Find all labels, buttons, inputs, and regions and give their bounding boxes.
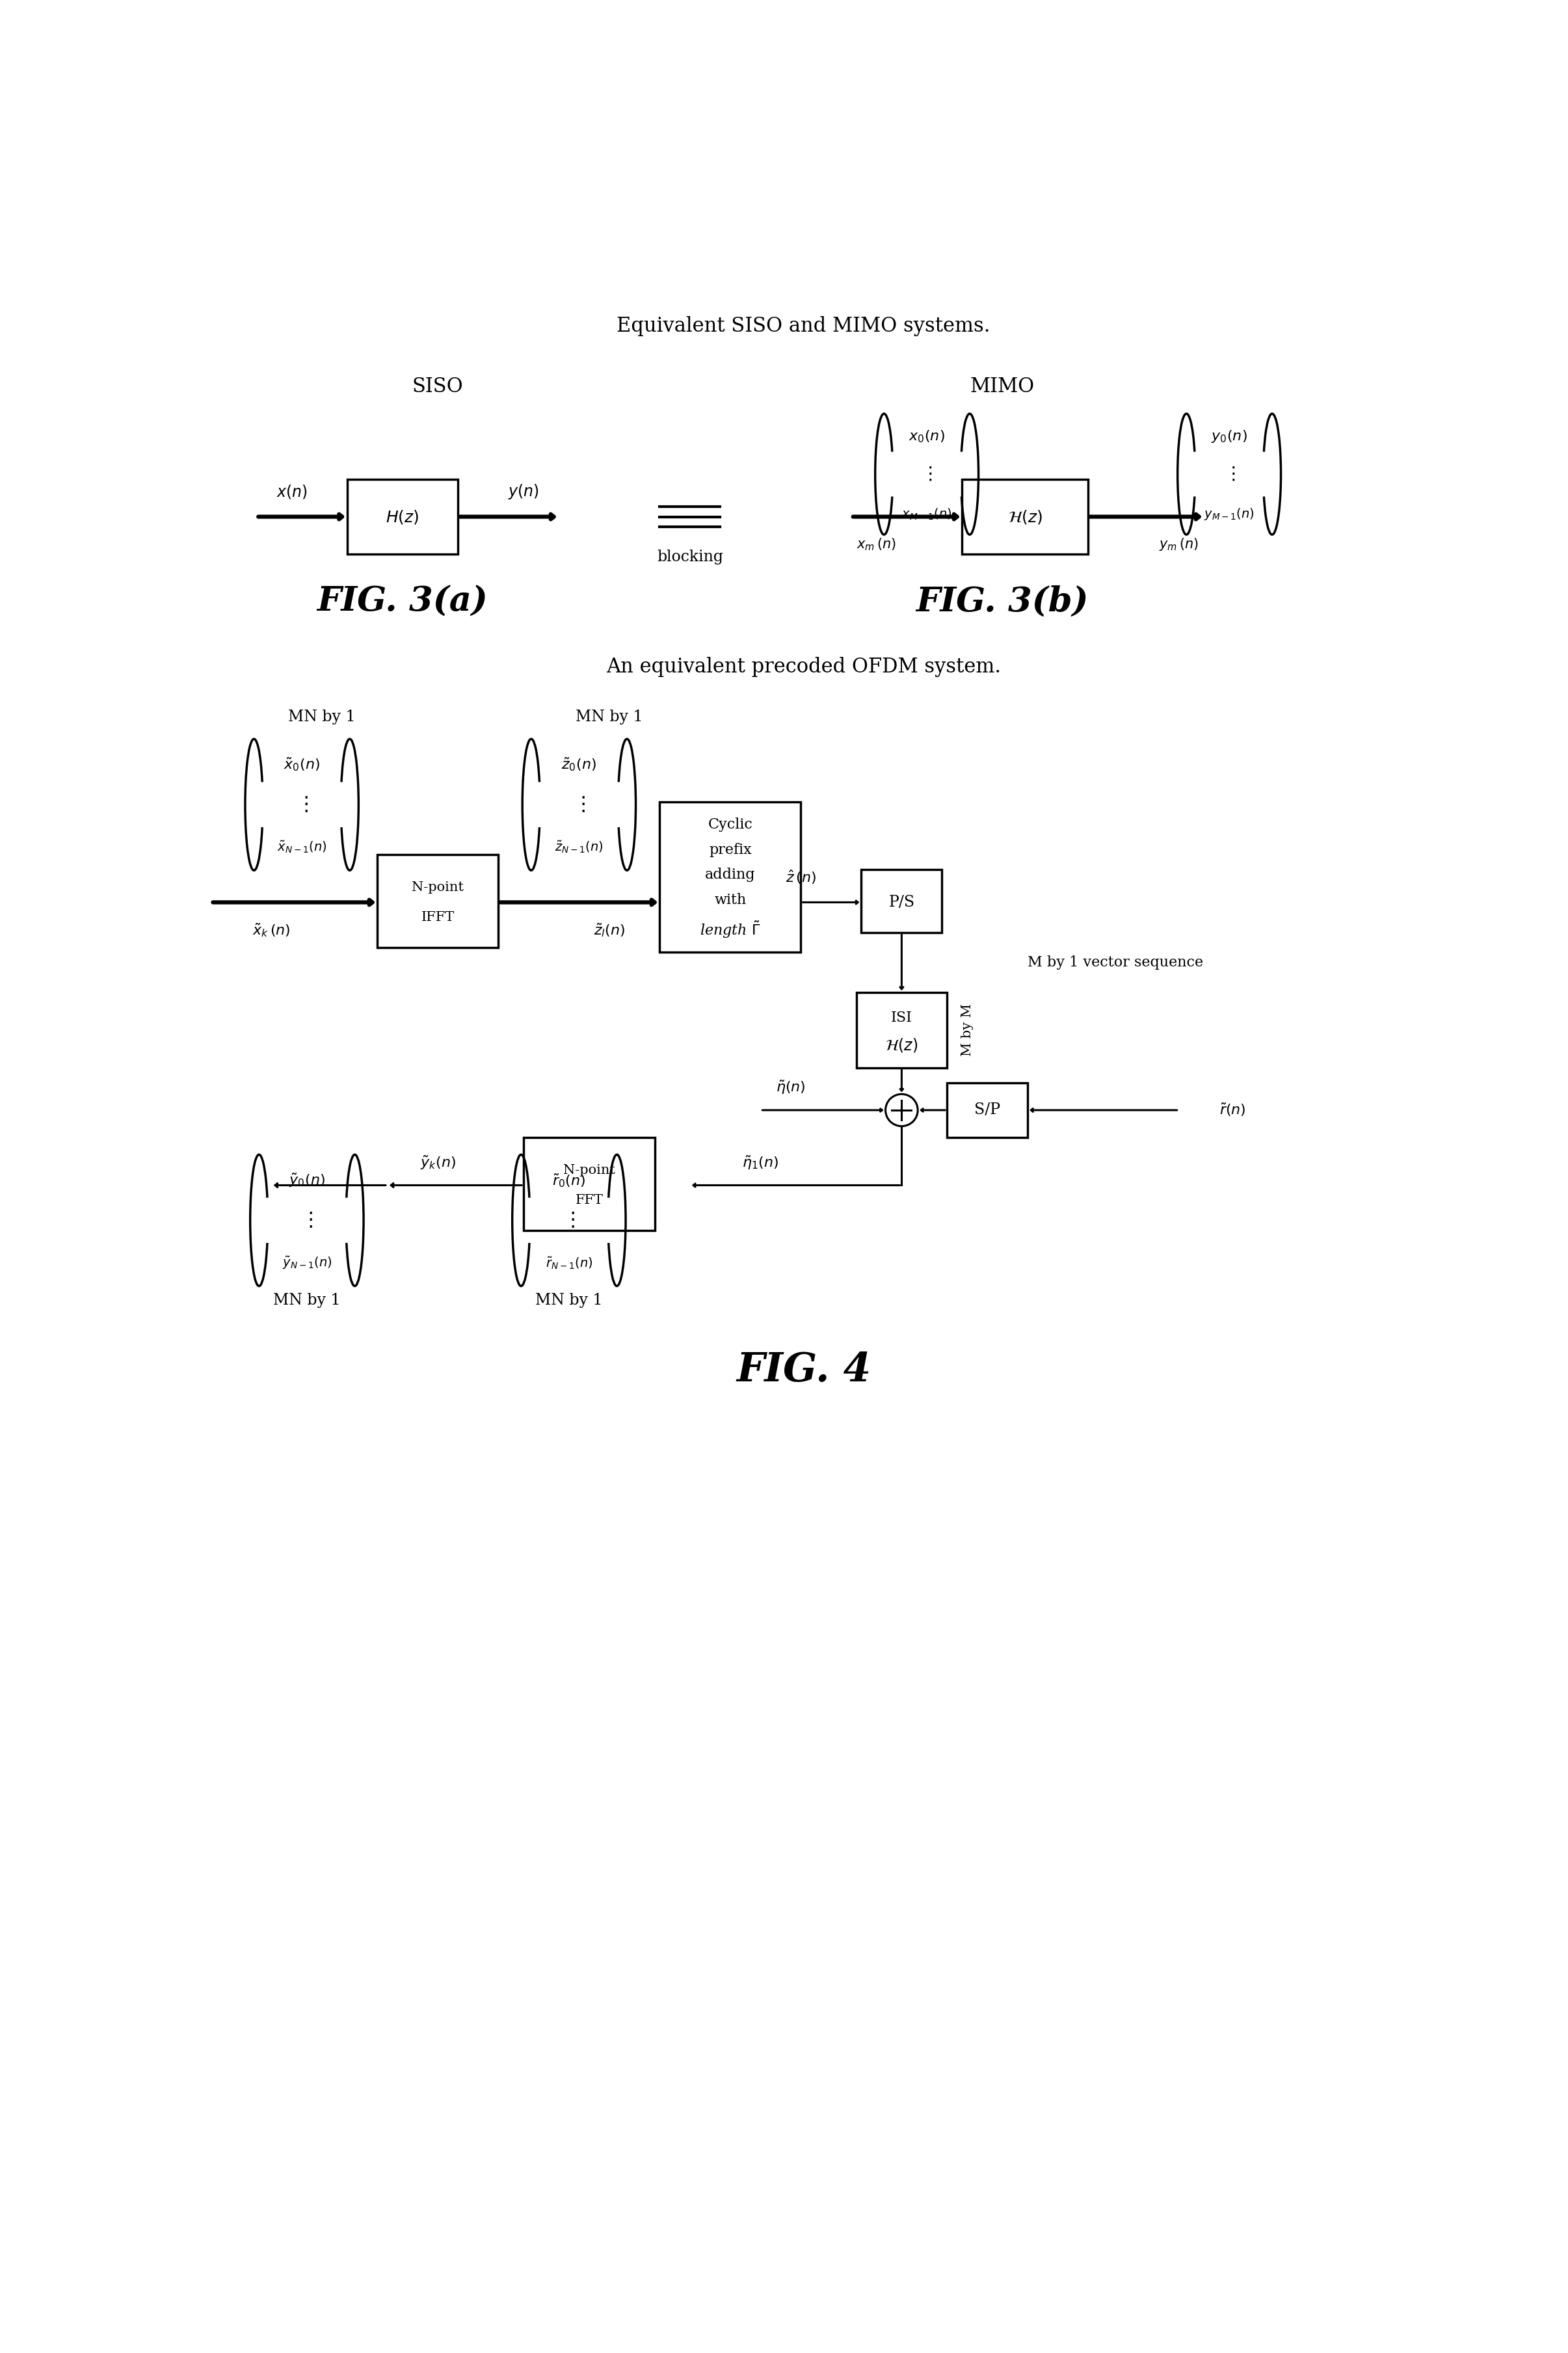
Text: $\vdots$: $\vdots$ xyxy=(301,1209,314,1231)
Bar xyxy=(524,1139,655,1231)
Text: length $\tilde{\Gamma}$: length $\tilde{\Gamma}$ xyxy=(699,920,760,939)
Text: MN by 1: MN by 1 xyxy=(289,711,356,725)
Bar xyxy=(660,802,801,953)
Text: MIMO: MIMO xyxy=(971,376,1035,398)
Text: Equivalent SISO and MIMO systems.: Equivalent SISO and MIMO systems. xyxy=(616,315,991,336)
Text: $\tilde{x}_k\,(n)$: $\tilde{x}_k\,(n)$ xyxy=(252,922,290,939)
Text: MN by 1: MN by 1 xyxy=(535,1292,602,1308)
Text: $\tilde{x}_{N-1}(n)$: $\tilde{x}_{N-1}(n)$ xyxy=(278,840,326,854)
Text: N-point: N-point xyxy=(412,880,464,894)
Text: $\vdots$: $\vdots$ xyxy=(563,1209,575,1231)
Text: with: with xyxy=(715,892,746,906)
Text: prefix: prefix xyxy=(709,842,751,856)
Text: $x(n)$: $x(n)$ xyxy=(276,482,307,501)
Bar xyxy=(378,854,499,948)
Bar xyxy=(963,480,1088,555)
Text: MN by 1: MN by 1 xyxy=(273,1292,340,1308)
Text: $\hat{z}\,(n)$: $\hat{z}\,(n)$ xyxy=(786,868,815,887)
Text: $\tilde{x}_0(n)$: $\tilde{x}_0(n)$ xyxy=(284,755,320,772)
Text: $\tilde{r}(n)$: $\tilde{r}(n)$ xyxy=(1220,1101,1245,1118)
Text: $\tilde{\eta}_1(n)$: $\tilde{\eta}_1(n)$ xyxy=(742,1155,779,1172)
Text: $\tilde{z}_0(n)$: $\tilde{z}_0(n)$ xyxy=(561,755,596,772)
Bar xyxy=(347,480,458,555)
Text: $\vdots$: $\vdots$ xyxy=(1223,466,1236,482)
Text: $\vdots$: $\vdots$ xyxy=(296,795,307,814)
Text: M by 1 vector sequence: M by 1 vector sequence xyxy=(1027,955,1203,969)
Text: $\tilde{y}_k(n)$: $\tilde{y}_k(n)$ xyxy=(420,1155,456,1172)
Text: $\tilde{\eta}(n)$: $\tilde{\eta}(n)$ xyxy=(776,1080,806,1096)
Text: $\tilde{y}_0(n)$: $\tilde{y}_0(n)$ xyxy=(289,1172,325,1188)
Bar xyxy=(856,993,947,1068)
Text: $\mathcal{H}(z)$: $\mathcal{H}(z)$ xyxy=(886,1038,917,1054)
Text: FIG. 3(a): FIG. 3(a) xyxy=(317,586,488,619)
Text: $\tilde{r}_{N-1}(n)$: $\tilde{r}_{N-1}(n)$ xyxy=(546,1254,593,1271)
Text: $\tilde{y}_{N-1}(n)$: $\tilde{y}_{N-1}(n)$ xyxy=(282,1254,332,1271)
Text: $y_{M-1}(n)$: $y_{M-1}(n)$ xyxy=(1204,506,1254,522)
Text: $\tilde{z}_l(n)$: $\tilde{z}_l(n)$ xyxy=(594,922,626,939)
Text: ISI: ISI xyxy=(891,1009,913,1024)
Bar xyxy=(861,871,942,932)
Text: $y_m\,(n)$: $y_m\,(n)$ xyxy=(1159,536,1198,553)
Text: FIG. 4: FIG. 4 xyxy=(737,1351,870,1391)
Bar xyxy=(947,1082,1027,1139)
Text: $\mathcal{H}(z)$: $\mathcal{H}(z)$ xyxy=(1008,508,1043,525)
Text: M by M: M by M xyxy=(961,1005,974,1056)
Text: $\vdots$: $\vdots$ xyxy=(572,795,585,814)
Text: $\tilde{r}_0(n)$: $\tilde{r}_0(n)$ xyxy=(552,1172,586,1188)
Text: S/P: S/P xyxy=(974,1104,1000,1118)
Text: $x_{M-1}(n)$: $x_{M-1}(n)$ xyxy=(902,506,952,522)
Text: P/S: P/S xyxy=(889,894,914,911)
Text: $\tilde{z}_{N-1}(n)$: $\tilde{z}_{N-1}(n)$ xyxy=(555,840,604,854)
Text: $y(n)$: $y(n)$ xyxy=(508,482,539,501)
Text: $H(z)$: $H(z)$ xyxy=(386,508,419,525)
Text: Cyclic: Cyclic xyxy=(707,816,753,833)
Text: IFFT: IFFT xyxy=(422,911,455,922)
Text: blocking: blocking xyxy=(657,548,723,565)
Text: $x_0(n)$: $x_0(n)$ xyxy=(909,428,946,445)
Text: FFT: FFT xyxy=(575,1193,604,1207)
Text: N-point: N-point xyxy=(563,1165,615,1176)
Text: An equivalent precoded OFDM system.: An equivalent precoded OFDM system. xyxy=(607,656,1000,678)
Text: $x_m\,(n)$: $x_m\,(n)$ xyxy=(856,536,897,553)
Text: SISO: SISO xyxy=(412,376,464,398)
Text: $y_0(n)$: $y_0(n)$ xyxy=(1210,428,1248,445)
Text: MN by 1: MN by 1 xyxy=(575,711,643,725)
Text: adding: adding xyxy=(706,868,756,882)
Text: $\vdots$: $\vdots$ xyxy=(922,466,933,482)
Text: FIG. 3(b): FIG. 3(b) xyxy=(916,586,1088,619)
